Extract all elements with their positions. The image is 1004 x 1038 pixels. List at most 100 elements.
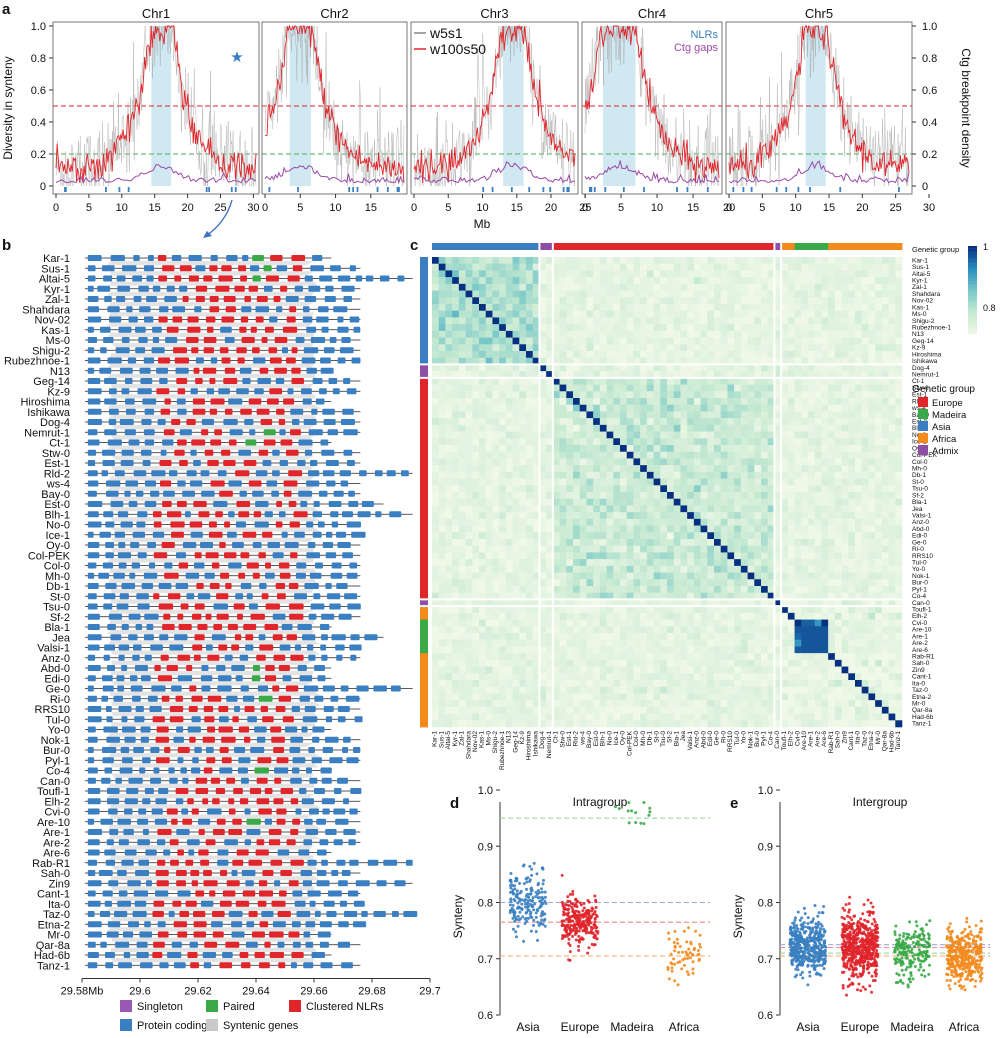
heatmap-cell <box>499 330 507 338</box>
heatmap-cell <box>452 391 460 399</box>
gene-block <box>278 511 286 518</box>
heatmap-cell <box>727 438 735 446</box>
heatmap-cell <box>808 344 816 352</box>
heatmap-cell <box>452 310 460 318</box>
heatmap-cell <box>794 364 802 372</box>
heatmap-cell <box>754 384 762 392</box>
nlr-tick <box>528 187 531 192</box>
heatmap-cell <box>546 498 554 506</box>
heatmap-cell <box>700 424 708 432</box>
x-tick-label: 0 <box>582 202 588 214</box>
gene-block <box>298 439 313 446</box>
heatmap-cell <box>485 525 493 533</box>
heatmap-cell <box>673 525 681 533</box>
heatmap-cell <box>620 357 628 365</box>
heatmap-cell <box>687 559 695 567</box>
heatmap-cell <box>861 270 869 278</box>
heatmap-cell <box>485 257 493 265</box>
gene-block <box>87 654 96 661</box>
heatmap-cell <box>499 257 507 265</box>
heatmap-cell <box>432 351 440 359</box>
heatmap-cell <box>734 525 742 533</box>
heatmap-cell <box>479 431 487 439</box>
heatmap-cell <box>532 565 540 573</box>
heatmap-cell <box>801 451 809 459</box>
heatmap-cell <box>546 371 554 379</box>
heatmap-cell <box>714 438 722 446</box>
gene-block <box>159 634 169 641</box>
heatmap-cell <box>432 263 440 271</box>
heatmap-cell <box>781 263 789 271</box>
heatmap-cell <box>700 431 708 439</box>
heatmap-cell <box>479 539 487 547</box>
heatmap-cell <box>794 445 802 453</box>
heatmap-cell <box>888 364 896 372</box>
x-tick-label: 10 <box>790 202 802 214</box>
syntenic-band <box>110 876 320 881</box>
gene-block <box>321 798 335 805</box>
heatmap-cell <box>586 304 594 312</box>
heatmap-cell <box>445 404 453 412</box>
heatmap-cell <box>492 330 500 338</box>
heatmap-cell <box>761 351 769 359</box>
gene-block <box>114 531 125 538</box>
heatmap-cell <box>808 525 816 533</box>
heatmap-cell <box>593 304 601 312</box>
heatmap-cell <box>485 465 493 473</box>
accession-label: Anz-0 <box>41 653 70 665</box>
group-bar-left-segment <box>420 324 428 332</box>
heatmap-cell <box>747 317 755 325</box>
heatmap-cell <box>794 384 802 392</box>
gene-block <box>158 357 171 364</box>
gene-block <box>206 326 214 333</box>
heatmap-cell <box>747 357 755 365</box>
heatmap-cell <box>761 330 769 338</box>
heatmap-cell <box>626 532 634 540</box>
heatmap-cell <box>626 525 634 533</box>
group-bar-left-segment <box>420 579 428 587</box>
heatmap-cell <box>680 297 688 305</box>
heatmap-cell <box>781 559 789 567</box>
heatmap-cell <box>821 391 829 399</box>
heatmap-cell <box>526 492 534 500</box>
heatmap-cell <box>492 384 500 392</box>
heatmap-cell <box>539 478 547 486</box>
heatmap-cell <box>633 492 641 500</box>
heatmap-cell <box>747 297 755 305</box>
heatmap-cell <box>673 505 681 513</box>
heatmap-cell <box>814 283 822 291</box>
heatmap-cell <box>828 290 836 298</box>
heatmap-cell <box>499 471 507 479</box>
heatmap-cell <box>566 438 574 446</box>
heatmap-cell <box>828 297 836 305</box>
heatmap-cell <box>539 525 547 533</box>
gene-block <box>115 347 130 354</box>
heatmap-cell <box>445 424 453 432</box>
heatmap-cell <box>499 431 507 439</box>
gene-block <box>87 306 100 313</box>
gene-block <box>302 398 312 405</box>
heatmap-cell <box>734 377 742 385</box>
gene-block <box>209 890 216 897</box>
heatmap-cell <box>687 465 695 473</box>
heatmap-cell <box>653 263 661 271</box>
heatmap-cell <box>573 344 581 352</box>
heatmap-cell <box>432 317 440 325</box>
heatmap-cell <box>579 471 587 479</box>
heatmap-cell <box>532 492 540 500</box>
heatmap-cell <box>747 445 755 453</box>
heatmap-cell <box>821 445 829 453</box>
gene-block <box>282 716 294 723</box>
heatmap-cell <box>794 377 802 385</box>
heatmap-cell <box>633 317 641 325</box>
heatmap-cell <box>814 465 822 473</box>
heatmap-cell <box>458 277 466 285</box>
heatmap-cell <box>881 324 889 332</box>
gene-block <box>150 644 163 651</box>
gene-block <box>87 552 100 559</box>
heatmap-cell <box>660 357 668 365</box>
gene-block <box>276 818 286 825</box>
heatmap-cell <box>774 357 782 365</box>
heatmap-cell <box>492 277 500 285</box>
heatmap-cell <box>606 559 614 567</box>
